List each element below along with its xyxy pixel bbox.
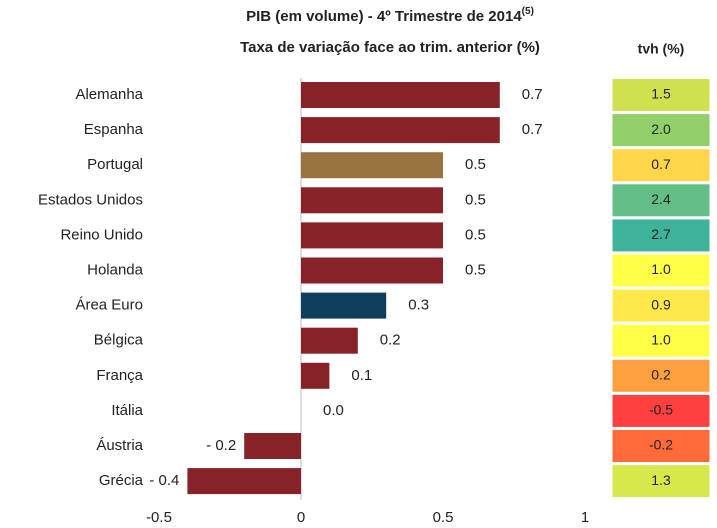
table-cell bbox=[611, 464, 711, 499]
category-label: Bélgica bbox=[94, 332, 144, 349]
category-label: Reino Unido bbox=[60, 226, 143, 243]
table-cell bbox=[611, 113, 711, 148]
category-label: Estados Unidos bbox=[38, 191, 143, 208]
x-tick-label: -0.5 bbox=[146, 509, 172, 526]
x-tick-label: 1 bbox=[581, 509, 589, 526]
table-cell bbox=[611, 253, 711, 288]
value-label: 0.0 bbox=[323, 402, 344, 419]
table-value: 1.3 bbox=[651, 472, 671, 488]
bar bbox=[301, 327, 358, 354]
value-label: - 0.2 bbox=[206, 437, 236, 454]
value-label: 0.5 bbox=[465, 156, 486, 173]
table-cell bbox=[611, 218, 711, 253]
table-value: 2.7 bbox=[651, 226, 671, 242]
category-label: Espanha bbox=[84, 121, 144, 138]
x-tick-label: 0 bbox=[297, 509, 305, 526]
table-value: 1.0 bbox=[651, 331, 671, 347]
bar bbox=[187, 468, 301, 495]
title-text: PIB (em volume) - 4º Trimestre de 2014 bbox=[246, 8, 522, 25]
x-tick-label: 0.5 bbox=[433, 509, 454, 526]
category-label: Grécia bbox=[99, 472, 144, 489]
table-value: -0.2 bbox=[649, 437, 673, 453]
table-cell bbox=[611, 288, 711, 323]
table-value: -0.5 bbox=[649, 402, 673, 418]
table-value: 0.7 bbox=[651, 156, 671, 172]
value-label: - 0.4 bbox=[149, 472, 179, 489]
category-label: Áustria bbox=[96, 437, 143, 454]
value-label: 0.1 bbox=[351, 367, 372, 384]
bar bbox=[301, 257, 443, 284]
value-label: 0.2 bbox=[380, 332, 401, 349]
bar bbox=[244, 433, 301, 459]
table-cell bbox=[611, 78, 711, 112]
table-value: 0.2 bbox=[651, 367, 671, 383]
bar bbox=[301, 82, 500, 108]
bar bbox=[301, 187, 443, 214]
bar bbox=[301, 222, 443, 249]
category-label: Área Euro bbox=[75, 297, 143, 314]
bar bbox=[301, 117, 500, 144]
title-note: (5) bbox=[522, 6, 534, 17]
table-cell bbox=[611, 148, 711, 183]
chart-subtitle: Taxa de variação face ao trim. anterior … bbox=[240, 39, 540, 56]
bar bbox=[301, 362, 330, 389]
table-value: 2.4 bbox=[651, 191, 671, 207]
value-label: 0.7 bbox=[522, 121, 543, 138]
category-label: Portugal bbox=[87, 156, 143, 173]
table-header: tvh (%) bbox=[638, 41, 685, 57]
value-label: 0.5 bbox=[465, 261, 486, 278]
table-cell bbox=[611, 183, 711, 218]
value-label: 0.5 bbox=[465, 226, 486, 243]
chart-title: PIB (em volume) - 4º Trimestre de 2014(5… bbox=[246, 6, 534, 25]
table-value: 2.0 bbox=[651, 121, 671, 137]
table-cell bbox=[611, 393, 711, 428]
table-cell bbox=[611, 358, 711, 393]
table-cell bbox=[611, 323, 711, 358]
category-label: Holanda bbox=[87, 261, 144, 278]
category-label: França bbox=[96, 367, 143, 384]
table-value: 0.9 bbox=[651, 296, 671, 312]
bar bbox=[301, 292, 387, 319]
table-value: 1.0 bbox=[651, 261, 671, 277]
category-label: Itália bbox=[111, 402, 143, 419]
table-cell bbox=[611, 429, 711, 463]
table-value: 1.5 bbox=[651, 86, 671, 102]
value-label: 0.5 bbox=[465, 191, 486, 208]
value-label: 0.7 bbox=[522, 86, 543, 103]
category-label: Alemanha bbox=[75, 86, 143, 103]
value-label: 0.3 bbox=[408, 297, 429, 314]
bar bbox=[301, 152, 443, 179]
